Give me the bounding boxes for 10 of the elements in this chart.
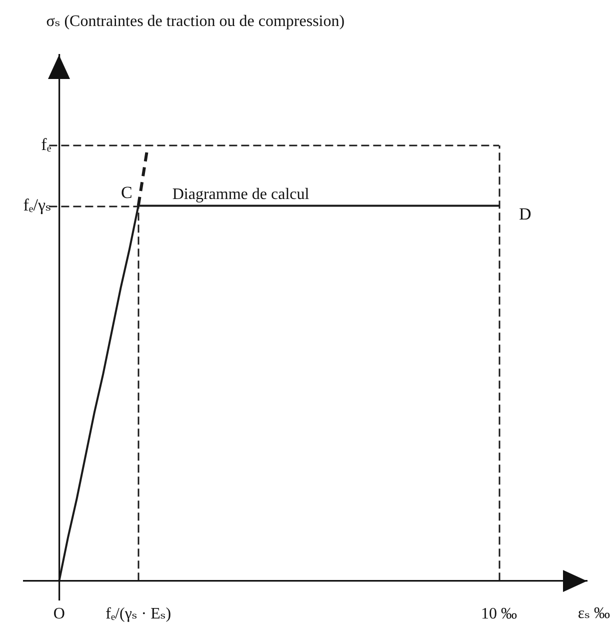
x-tick-label: O [53,605,65,622]
text: σₛ (Contraintes de traction ou de compression) [46,13,345,30]
ref-line-label: fₑ/γₛ [23,195,52,214]
annotation: C [121,182,132,202]
x-axis-title: εₛ ‰ [578,604,610,622]
x-tick-label: 10 ‰ [481,605,518,622]
series-label: Diagramme de calcul [172,186,310,203]
x-tick-label: fₑ/(γₛ · Eₛ) [106,605,172,622]
annotation: D [519,204,532,224]
ref-line-label: fₑ [41,134,52,154]
